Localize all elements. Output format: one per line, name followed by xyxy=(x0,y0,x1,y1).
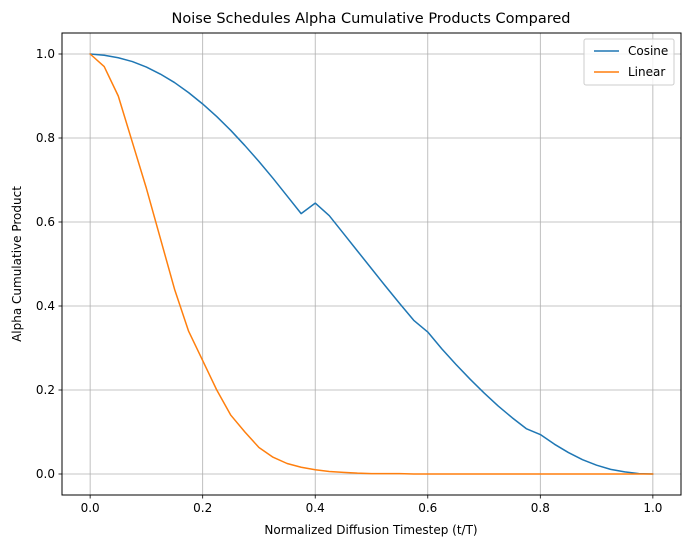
y-axis-ticks: 0.0 0.2 0.4 0.6 0.8 1.0 xyxy=(36,47,62,481)
chart-title: Noise Schedules Alpha Cumulative Product… xyxy=(171,11,570,27)
legend-label-linear: Linear xyxy=(628,65,665,79)
x-tick-label: 0.8 xyxy=(531,501,550,515)
y-tick-label: 0.6 xyxy=(36,215,55,229)
x-axis-ticks: 0.0 0.2 0.4 0.6 0.8 1.0 xyxy=(81,495,662,515)
x-tick-label: 1.0 xyxy=(643,501,662,515)
series-layer xyxy=(89,53,654,475)
y-tick-label: 0.2 xyxy=(36,383,55,397)
x-tick-label: 0.6 xyxy=(418,501,437,515)
series-line-linear xyxy=(89,53,654,475)
x-tick-label: 0.4 xyxy=(306,501,325,515)
x-tick-label: 0.0 xyxy=(81,501,100,515)
y-tick-label: 0.0 xyxy=(36,467,55,481)
plot-area-frame xyxy=(61,32,682,496)
y-axis-label: Alpha Cumulative Product xyxy=(10,186,24,342)
x-tick-label: 0.2 xyxy=(193,501,212,515)
legend-label-cosine: Cosine xyxy=(628,44,668,58)
x-axis-label: Normalized Diffusion Timestep (t/T) xyxy=(264,523,477,537)
grid xyxy=(62,33,681,495)
y-tick-label: 0.8 xyxy=(36,131,55,145)
y-tick-label: 1.0 xyxy=(36,47,55,61)
series-line-cosine xyxy=(89,53,654,475)
legend: Cosine Linear xyxy=(583,38,675,86)
y-tick-label: 0.4 xyxy=(36,299,55,313)
